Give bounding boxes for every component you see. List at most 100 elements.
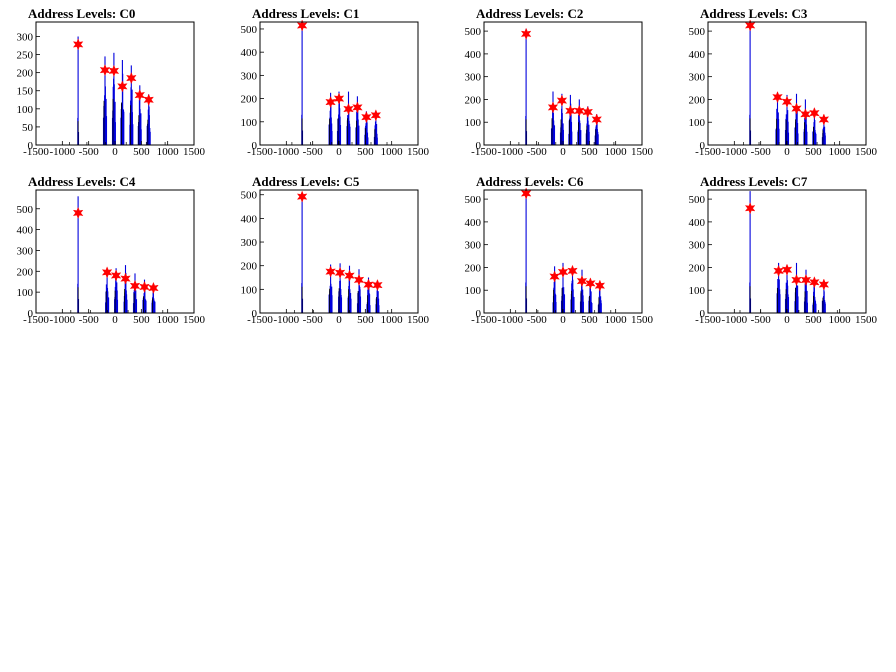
chart-7-y-tick-label: 300	[689, 240, 706, 252]
chart-5-x-tick-label: 500	[357, 314, 374, 326]
chart-2-bars	[518, 28, 615, 145]
chart-6-peak-marker	[520, 187, 532, 200]
chart-6-x-axis: -1500 -1000 -500 0 500 1000 1500	[471, 309, 654, 326]
chart-6-peak-marker	[557, 265, 569, 279]
chart-2-x-tick-label: -500	[527, 146, 548, 158]
chart-7-y-axis: 0 100 200 300 400 500	[689, 194, 712, 320]
chart-0-y-tick-label: 300	[17, 31, 34, 43]
chart-2-y-tick-label: 0	[476, 140, 482, 152]
chart-3-peak-marker	[818, 113, 830, 126]
chart-4-peak-marker	[72, 206, 84, 219]
chart-2-x-tick-label: -1000	[497, 146, 523, 158]
chart-3-peak-marker	[772, 91, 783, 104]
chart-1-x-tick-label: 1000	[381, 146, 404, 158]
chart-3-y-tick-label: 100	[689, 117, 706, 129]
chart-2-x-tick-label: 500	[581, 146, 598, 158]
chart-4-x-tick-label: -500	[79, 314, 100, 326]
chart-4-peak-marker	[101, 266, 113, 279]
chart-0-peak-marker	[117, 80, 128, 93]
chart-5-panel: Address Levels: C50100200300400500-1500-…	[241, 174, 430, 326]
chart-2-peak-marker	[591, 113, 602, 126]
chart-4-peak-marker	[139, 280, 150, 293]
chart-1-y-tick-label: 200	[241, 94, 258, 106]
chart-5-x-axis: -1500 -1000 -500 0 500 1000 1500	[247, 309, 430, 326]
chart-6-title: Address Levels: C6	[476, 174, 584, 189]
chart-4-peak-marker	[110, 269, 122, 282]
chart-4-panel: Address Levels: C40100200300400500-1500-…	[17, 174, 206, 326]
chart-1-x-tick-label: 1500	[407, 146, 430, 158]
chart-3-x-tick-label: -500	[751, 146, 772, 158]
chart-7-x-tick-label: 1500	[855, 314, 878, 326]
chart-5-y-tick-label: 100	[241, 284, 258, 296]
chart-5-y-tick-label: 0	[252, 308, 258, 320]
chart-3-peak-marker	[800, 108, 811, 121]
chart-1-x-tick-label: -1500	[247, 146, 273, 158]
chart-6-peak-marker	[594, 279, 606, 292]
chart-1-title: Address Levels: C1	[252, 6, 359, 21]
chart-0-y-tick-label: 150	[17, 86, 34, 98]
chart-3-x-tick-label: -1000	[721, 146, 747, 158]
chart-5-x-tick-label: 0	[336, 314, 342, 326]
chart-4-y-tick-label: 400	[17, 225, 34, 237]
chart-2-peak-markers	[520, 27, 602, 126]
chart-0-peak-marker	[72, 38, 84, 51]
chart-3-y-axis: 0 100 200 300 400 500	[689, 26, 712, 152]
chart-1-y-tick-label: 300	[241, 70, 258, 82]
chart-0-peak-markers	[72, 38, 154, 106]
chart-5-peak-marker	[363, 278, 374, 291]
chart-6-peak-marker	[585, 277, 596, 290]
chart-5-y-tick-label: 400	[241, 213, 258, 225]
chart-1-peak-marker	[296, 19, 308, 32]
chart-4-y-axis: 0 100 200 300 400 500	[17, 204, 40, 320]
chart-3-bars	[743, 24, 835, 145]
chart-1-y-tick-label: 100	[241, 117, 258, 129]
chart-0-y-tick-label: 250	[17, 50, 34, 62]
chart-0-x-tick-label: -1000	[49, 146, 75, 158]
chart-6-x-tick-label: 1500	[631, 314, 654, 326]
chart-5-peak-marker	[325, 265, 336, 278]
chart-0-x-tick-label: 1500	[183, 146, 206, 158]
chart-7-peak-marker	[781, 263, 793, 276]
chart-7-x-tick-label: 1000	[829, 314, 852, 326]
chart-7-y-tick-label: 400	[689, 217, 706, 229]
chart-0-y-tick-label: 100	[17, 104, 34, 116]
chart-1-x-axis: -1500 -1000 -500 0 500 1000 1500	[247, 141, 430, 158]
chart-4-bars	[70, 196, 164, 313]
chart-6-peak-marker	[567, 264, 578, 277]
chart-0-peak-marker	[108, 64, 120, 77]
chart-4-peak-markers	[72, 206, 159, 295]
chart-1-x-tick-label: 500	[357, 146, 374, 158]
chart-4-x-axis: -1500 -1000 -500 0 500 1000 1500	[23, 309, 206, 326]
chart-3-peak-marker	[781, 95, 793, 108]
chart-1-panel: Address Levels: C10100200300400500-1500-…	[241, 6, 430, 158]
chart-7-y-tick-label: 500	[689, 194, 706, 206]
chart-3-peak-marker	[744, 19, 756, 32]
chart-6-y-tick-label: 0	[476, 308, 482, 320]
chart-5-x-tick-label: -500	[303, 314, 324, 326]
chart-4-x-tick-label: -1500	[23, 314, 49, 326]
chart-7-x-tick-label: 500	[805, 314, 822, 326]
chart-7-peak-marker	[791, 273, 802, 287]
chart-0-y-axis: 0 50 100 150 200 250 300	[17, 31, 40, 152]
chart-2-x-tick-label: 1000	[605, 146, 628, 158]
chart-1-x-tick-label: -1000	[273, 146, 299, 158]
chart-1-y-tick-label: 500	[241, 24, 258, 36]
chart-2-title: Address Levels: C2	[476, 6, 583, 21]
chart-4-y-tick-label: 0	[28, 308, 34, 320]
chart-4-peak-marker	[129, 279, 141, 292]
chart-1-x-tick-label: -500	[303, 146, 324, 158]
chart-7-peak-marker	[744, 202, 756, 215]
chart-5-peak-marker	[372, 279, 383, 292]
chart-6-y-tick-label: 300	[465, 240, 482, 252]
chart-3-x-axis: -1500 -1000 -500 0 500 1000 1500	[695, 141, 878, 158]
chart-1-y-tick-label: 0	[252, 140, 258, 152]
chart-6-x-tick-label: 1000	[605, 314, 628, 326]
chart-3-x-tick-label: 1000	[829, 146, 852, 158]
chart-0-x-axis: -1500 -1000 -500 0 500 1000 1500	[23, 141, 206, 158]
chart-4-x-tick-label: 500	[133, 314, 150, 326]
chart-0-y-tick-label: 50	[22, 122, 34, 134]
chart-3-x-tick-label: 0	[784, 146, 790, 158]
chart-4-x-tick-label: 1500	[183, 314, 206, 326]
chart-0-x-tick-label: -500	[79, 146, 100, 158]
chart-6-peak-marker	[549, 270, 560, 283]
